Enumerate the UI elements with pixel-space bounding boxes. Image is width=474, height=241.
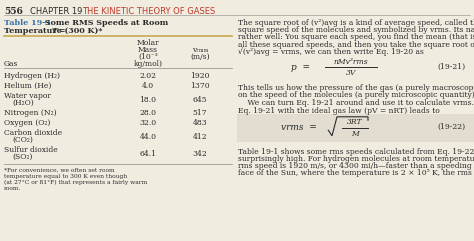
Text: 28.0: 28.0 [139, 109, 156, 117]
Text: square speed of the molecules and symbolized by vrms. Its name describes it: square speed of the molecules and symbol… [238, 26, 474, 34]
Text: Mass: Mass [138, 46, 158, 54]
Text: face of the Sun, where the temperature is 2 × 10⁵ K, the rms speed of hydrogen: face of the Sun, where the temperature i… [238, 169, 474, 177]
Text: CHAPTER 19: CHAPTER 19 [30, 7, 88, 16]
Text: Gas: Gas [4, 60, 18, 68]
Text: surprisingly high. For hydrogen molecules at room temperature (300 K), the: surprisingly high. For hydrogen molecule… [238, 155, 474, 163]
Text: 645: 645 [193, 96, 207, 104]
Text: p  =: p = [291, 63, 310, 72]
Text: all these squared speeds, and then you take the square root of that mean. With: all these squared speeds, and then you t… [238, 40, 474, 49]
Text: = 300 K)*: = 300 K)* [56, 27, 102, 35]
Text: (SO₂): (SO₂) [12, 153, 32, 161]
Text: THE KINETIC THEORY OF GASES: THE KINETIC THEORY OF GASES [82, 7, 215, 16]
Text: 3RT: 3RT [347, 118, 363, 126]
Text: 1920: 1920 [190, 72, 210, 80]
Text: Sulfur dioxide: Sulfur dioxide [4, 146, 58, 154]
Text: rather well: You square each speed, you find the mean (that is, the average) of: rather well: You square each speed, you … [238, 33, 474, 41]
Text: Eq. 19-21 with the ideal gas law (pV = nRT) leads to: Eq. 19-21 with the ideal gas law (pV = n… [238, 107, 440, 115]
Text: 1370: 1370 [190, 82, 210, 90]
Text: Hydrogen (H₂): Hydrogen (H₂) [4, 72, 60, 80]
Text: 342: 342 [192, 150, 207, 158]
Text: The square root of (v²)avg is a kind of average speed, called the root-mean-: The square root of (v²)avg is a kind of … [238, 19, 474, 27]
Text: Oxygen (O₂): Oxygen (O₂) [4, 119, 50, 127]
Text: 32.0: 32.0 [139, 119, 156, 127]
Text: Some RMS Speeds at Room: Some RMS Speeds at Room [42, 19, 168, 27]
Text: Helium (He): Helium (He) [4, 82, 51, 90]
Text: Temperature (: Temperature ( [4, 27, 68, 35]
Text: We can turn Eq. 19-21 around and use it to calculate vrms. Combining: We can turn Eq. 19-21 around and use it … [238, 99, 474, 107]
Text: Water vapor: Water vapor [4, 92, 51, 100]
Bar [237, 114, 474, 142]
Text: √(v²)avg = vrms, we can then write Eq. 19-20 as: √(v²)avg = vrms, we can then write Eq. 1… [238, 48, 424, 56]
Text: (19-21): (19-21) [438, 63, 466, 71]
Text: Nitrogen (N₂): Nitrogen (N₂) [4, 109, 56, 117]
Text: Molar: Molar [137, 39, 159, 47]
Text: 4.0: 4.0 [142, 82, 154, 90]
Text: 18.0: 18.0 [139, 96, 156, 104]
Text: on the speed of the molecules (a purely microscopic quantity).: on the speed of the molecules (a purely … [238, 91, 474, 99]
Text: 44.0: 44.0 [139, 133, 156, 141]
Text: room.: room. [4, 186, 21, 191]
Text: 556: 556 [4, 7, 23, 16]
Text: 3V: 3V [346, 69, 356, 77]
Text: Table 19-1 shows some rms speeds calculated from Eq. 19-22. The speeds are: Table 19-1 shows some rms speeds calcula… [238, 148, 474, 156]
Text: Table 19-1: Table 19-1 [4, 19, 51, 27]
Text: T: T [52, 27, 58, 35]
Text: nMv²rms: nMv²rms [334, 58, 368, 66]
Text: rms speed is 1920 m/s, or 4300 mi/h—faster than a speeding bullet! On the sur-: rms speed is 1920 m/s, or 4300 mi/h—fast… [238, 162, 474, 170]
Text: M: M [351, 130, 359, 138]
Text: 64.1: 64.1 [139, 150, 156, 158]
Text: (H₂O): (H₂O) [12, 99, 34, 107]
Text: (10⁻³: (10⁻³ [138, 53, 158, 61]
Text: (m/s): (m/s) [190, 53, 210, 61]
Text: vᵣₘₘ: vᵣₘₘ [192, 46, 208, 54]
Text: *For convenience, we often set room: *For convenience, we often set room [4, 168, 115, 173]
Text: (at 27°C or 81°F) that represents a fairly warm: (at 27°C or 81°F) that represents a fair… [4, 180, 147, 185]
Text: 517: 517 [193, 109, 207, 117]
Text: (19-22): (19-22) [438, 123, 466, 131]
Text: vrms  =: vrms = [281, 123, 317, 132]
Text: 2.02: 2.02 [139, 72, 156, 80]
Text: This tells us how the pressure of the gas (a purely macroscopic quantity) depend: This tells us how the pressure of the ga… [238, 84, 474, 92]
Text: (CO₂): (CO₂) [12, 136, 33, 144]
Text: 412: 412 [193, 133, 207, 141]
Text: temperature equal to 300 K even though: temperature equal to 300 K even though [4, 174, 127, 179]
Text: Carbon dioxide: Carbon dioxide [4, 129, 62, 137]
Text: 483: 483 [192, 119, 207, 127]
Text: kg/mol): kg/mol) [134, 60, 163, 68]
